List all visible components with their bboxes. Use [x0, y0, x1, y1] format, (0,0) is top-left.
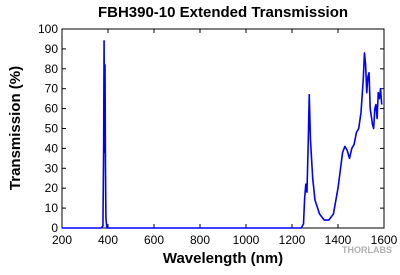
y-tick-label: 70 — [45, 82, 59, 96]
x-tick-label: 400 — [98, 233, 118, 247]
x-tick-label: 600 — [144, 233, 164, 247]
watermark: THORLABS — [342, 245, 392, 255]
chart-title: FBH390-10 Extended Transmission — [98, 4, 348, 21]
y-tick-label: 30 — [45, 161, 59, 175]
x-tick-label: 1000 — [233, 233, 260, 247]
y-tick-label: 20 — [45, 181, 59, 195]
y-tick-label: 0 — [51, 221, 58, 235]
x-tick-label: 1400 — [325, 233, 352, 247]
y-tick-label: 10 — [45, 201, 59, 215]
y-tick-label: 100 — [38, 22, 58, 36]
y-tick-label: 80 — [45, 62, 59, 76]
y-tick-label: 40 — [45, 141, 59, 155]
x-tick-label: 800 — [190, 233, 210, 247]
y-tick-label: 50 — [45, 122, 59, 136]
x-tick-label: 200 — [52, 233, 72, 247]
data-line — [62, 40, 383, 229]
x-tick-label: 1600 — [371, 233, 398, 247]
y-tick-label: 60 — [45, 102, 59, 116]
x-tick-label: 1200 — [279, 233, 306, 247]
y-tick-label: 90 — [45, 42, 59, 56]
x-axis-label: Wavelength (nm) — [163, 250, 283, 267]
y-axis-label: Transmission (%) — [7, 66, 24, 190]
